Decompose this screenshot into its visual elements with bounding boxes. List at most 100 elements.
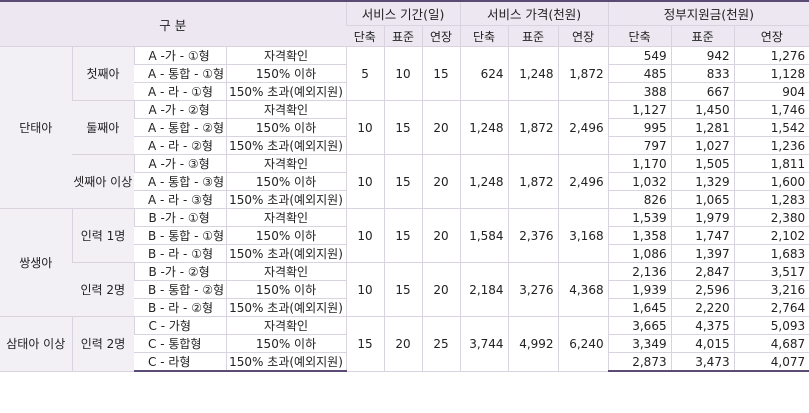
- header-days-extended: 연장: [421, 25, 461, 47]
- type-cell: A - 통합 - ②형: [134, 118, 226, 137]
- days-cell: 15: [345, 316, 385, 372]
- gov-cell: 1,600: [733, 172, 809, 191]
- gov-cell: 3,665: [607, 316, 672, 335]
- gov-cell: 1,329: [670, 172, 735, 191]
- gov-cell: 1,505: [670, 154, 735, 173]
- header-price-standard: 표준: [507, 25, 559, 47]
- price-cell: 6,240: [557, 316, 609, 372]
- gov-cell: 4,687: [733, 334, 809, 353]
- gov-cell: 1,539: [607, 208, 672, 227]
- header-price-extended: 연장: [557, 25, 609, 47]
- type-cell: B -가 - ①형: [133, 208, 226, 227]
- gov-cell: 1,128: [733, 64, 809, 83]
- header-price-short: 단축: [459, 25, 509, 47]
- days-cell: 25: [421, 316, 461, 372]
- criteria-cell: 150% 이하: [225, 226, 347, 245]
- days-cell: 10: [345, 100, 385, 155]
- gov-cell: 1,939: [607, 280, 672, 299]
- gov-cell: 797: [607, 136, 672, 155]
- table-row: B - 라 - ①형 150% 초과(예외지원) 1,086 1,397 1,683: [0, 244, 809, 263]
- gov-cell: 2,873: [607, 352, 672, 372]
- type-cell: B - 통합 - ②형: [134, 280, 226, 299]
- table-row: 인력 2명 B -가 - ②형 자격확인 10 15 20 2,184 3,276 4,368 2…: [0, 262, 809, 317]
- header-gov-extended: 연장: [733, 25, 809, 47]
- type-cell: A -가 - ③형: [133, 154, 226, 173]
- header-days-standard: 표준: [383, 25, 423, 47]
- table-row: A - 라 - ①형 150% 초과(예외지원) 388 667 904: [0, 82, 809, 101]
- days-cell: 15: [383, 208, 423, 263]
- header-service-days: 서비스 기간(일): [345, 0, 461, 26]
- type-cell: A -가 - ①형: [133, 46, 226, 65]
- gov-cell: 1,358: [607, 226, 672, 245]
- price-cell: 1,248: [459, 100, 509, 155]
- table-row: A - 라 - ③형 150% 초과(예외지원) 826 1,065 1,283: [0, 190, 809, 209]
- gov-cell: 833: [670, 64, 735, 83]
- subcategory-cell: 인력 2명: [72, 262, 134, 317]
- header-gov-standard: 표준: [670, 25, 735, 47]
- table-row: C - 라형 150% 초과(예외지원) 2,873 3,473 4,077: [0, 352, 809, 372]
- gov-cell: 1,027: [670, 136, 735, 155]
- header-gov-subsidy: 정부지원금(천원): [607, 0, 809, 26]
- table-row: A - 라 - ②형 150% 초과(예외지원) 797 1,027 1,236: [0, 136, 809, 155]
- criteria-cell: 150% 이하: [225, 172, 347, 191]
- category-cell: 삼태아 이상: [0, 316, 72, 372]
- category-cell: 쌍생아: [0, 208, 72, 317]
- price-cell: 2,496: [557, 154, 609, 209]
- gov-cell: 1,811: [733, 154, 809, 173]
- criteria-cell: 150% 초과(예외지원): [225, 352, 347, 372]
- header-gov-short: 단축: [607, 25, 672, 47]
- criteria-cell: 자격확인: [225, 100, 347, 119]
- subcategory-cell: 첫째아: [71, 46, 134, 101]
- price-cell: 3,744: [459, 316, 509, 372]
- gov-cell: 1,645: [607, 298, 672, 317]
- gov-cell: 2,596: [670, 280, 735, 299]
- type-cell: B - 통합 - ①형: [134, 226, 226, 245]
- table-row: B - 통합 - ①형 150% 이하 1,358 1,747 2,102: [0, 226, 809, 245]
- criteria-cell: 150% 초과(예외지원): [225, 82, 347, 101]
- table-row: 쌍생아 인력 1명 B -가 - ①형 자격확인 10 15 20 1,584 2,376 3,1…: [0, 208, 809, 317]
- table-row: B - 라 - ②형 150% 초과(예외지원) 1,645 2,220 2,764: [0, 298, 809, 317]
- criteria-cell: 150% 초과(예외지원): [225, 136, 347, 155]
- table-row: 단태아 첫째아 A -가 - ①형 자격확인 5 10 15 624 1,248 1,872 549…: [0, 46, 809, 209]
- gov-cell: 3,349: [607, 334, 672, 353]
- header-service-price: 서비스 가격(천원): [459, 0, 609, 26]
- type-cell: B -가 - ②형: [133, 262, 226, 281]
- days-cell: 5: [345, 46, 385, 101]
- gov-cell: 1,283: [733, 190, 809, 209]
- type-cell: A -가 - ②형: [133, 100, 226, 119]
- subcategory-cell: 인력 1명: [71, 208, 134, 263]
- criteria-cell: 150% 초과(예외지원): [225, 190, 347, 209]
- gov-cell: 1,281: [670, 118, 735, 137]
- criteria-cell: 자격확인: [225, 262, 347, 281]
- gov-cell: 1,450: [670, 100, 735, 119]
- days-cell: 15: [383, 154, 423, 209]
- gov-cell: 485: [607, 64, 672, 83]
- days-cell: 10: [345, 208, 385, 263]
- criteria-cell: 150% 이하: [225, 334, 347, 353]
- price-cell: 624: [459, 46, 509, 101]
- table-row: 삼태아 이상 인력 2명 C - 가형 자격확인 15 20 25 3,744 4,992 6,2…: [0, 316, 809, 372]
- days-cell: 15: [421, 46, 461, 101]
- gov-cell: 2,136: [607, 262, 672, 281]
- criteria-cell: 자격확인: [225, 154, 347, 173]
- gov-cell: 1,683: [733, 244, 809, 263]
- gov-cell: 1,746: [733, 100, 809, 119]
- table-row: 둘째아 A -가 - ②형 자격확인 10 15 20 1,248 1,872 2,496 1,1…: [0, 100, 809, 155]
- type-cell: A - 통합 - ①형: [134, 64, 226, 83]
- price-cell: 2,376: [507, 208, 559, 263]
- gov-cell: 4,077: [733, 352, 809, 372]
- criteria-cell: 자격확인: [225, 316, 347, 335]
- service-price-table: 구 분 서비스 기간(일) 서비스 가격(천원) 정부지원금(천원) 단축 표준…: [0, 0, 809, 372]
- price-cell: 1,872: [507, 154, 559, 209]
- gov-cell: 2,380: [733, 208, 809, 227]
- gov-cell: 4,015: [670, 334, 735, 353]
- gov-cell: 1,276: [733, 46, 809, 65]
- price-cell: 2,496: [557, 100, 609, 155]
- gov-cell: 1,032: [607, 172, 672, 191]
- gov-cell: 549: [607, 46, 672, 65]
- criteria-cell: 150% 초과(예외지원): [225, 298, 347, 317]
- header-row-2: 단축 표준 연장 단축 표준 연장 단축 표준 연장: [0, 25, 809, 47]
- price-cell: 1,872: [507, 100, 559, 155]
- type-cell: C - 라형: [134, 352, 226, 372]
- gov-cell: 2,764: [733, 298, 809, 317]
